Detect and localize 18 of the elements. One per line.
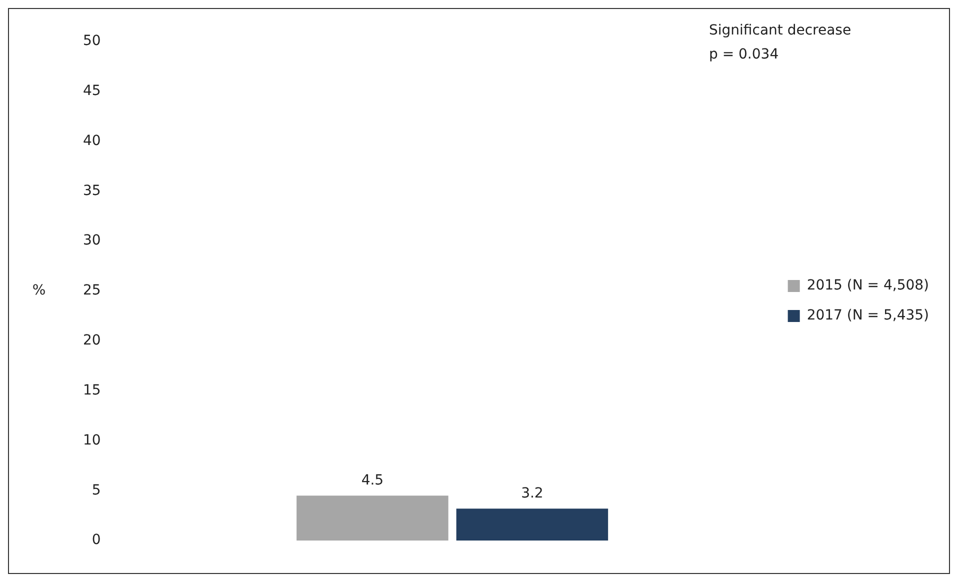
y-tick-label: 10 — [82, 432, 101, 448]
data-label: 3.2 — [521, 485, 544, 502]
y-tick-label: 40 — [82, 132, 101, 149]
y-tick-label: 50 — [82, 33, 101, 50]
data-label: 4.5 — [361, 472, 384, 488]
legend-label: 2015 (N = 4,508) — [806, 278, 929, 294]
y-tick-label: 35 — [82, 182, 101, 199]
y-tick-label: 25 — [82, 282, 101, 299]
y-tick-label: 20 — [82, 332, 101, 349]
y-tick-label: 45 — [82, 82, 101, 99]
text: Significant decrease — [709, 22, 852, 39]
y-tick-label: 0 — [92, 532, 101, 548]
y-tick-label: 15 — [82, 382, 101, 398]
y-axis-title: % — [32, 282, 46, 299]
y-tick-label: 5 — [92, 482, 101, 498]
y-tick-label: 30 — [82, 232, 101, 249]
legend-label: 2017 (N = 5,435) — [806, 308, 929, 324]
text: p = 0.034 — [709, 46, 779, 63]
